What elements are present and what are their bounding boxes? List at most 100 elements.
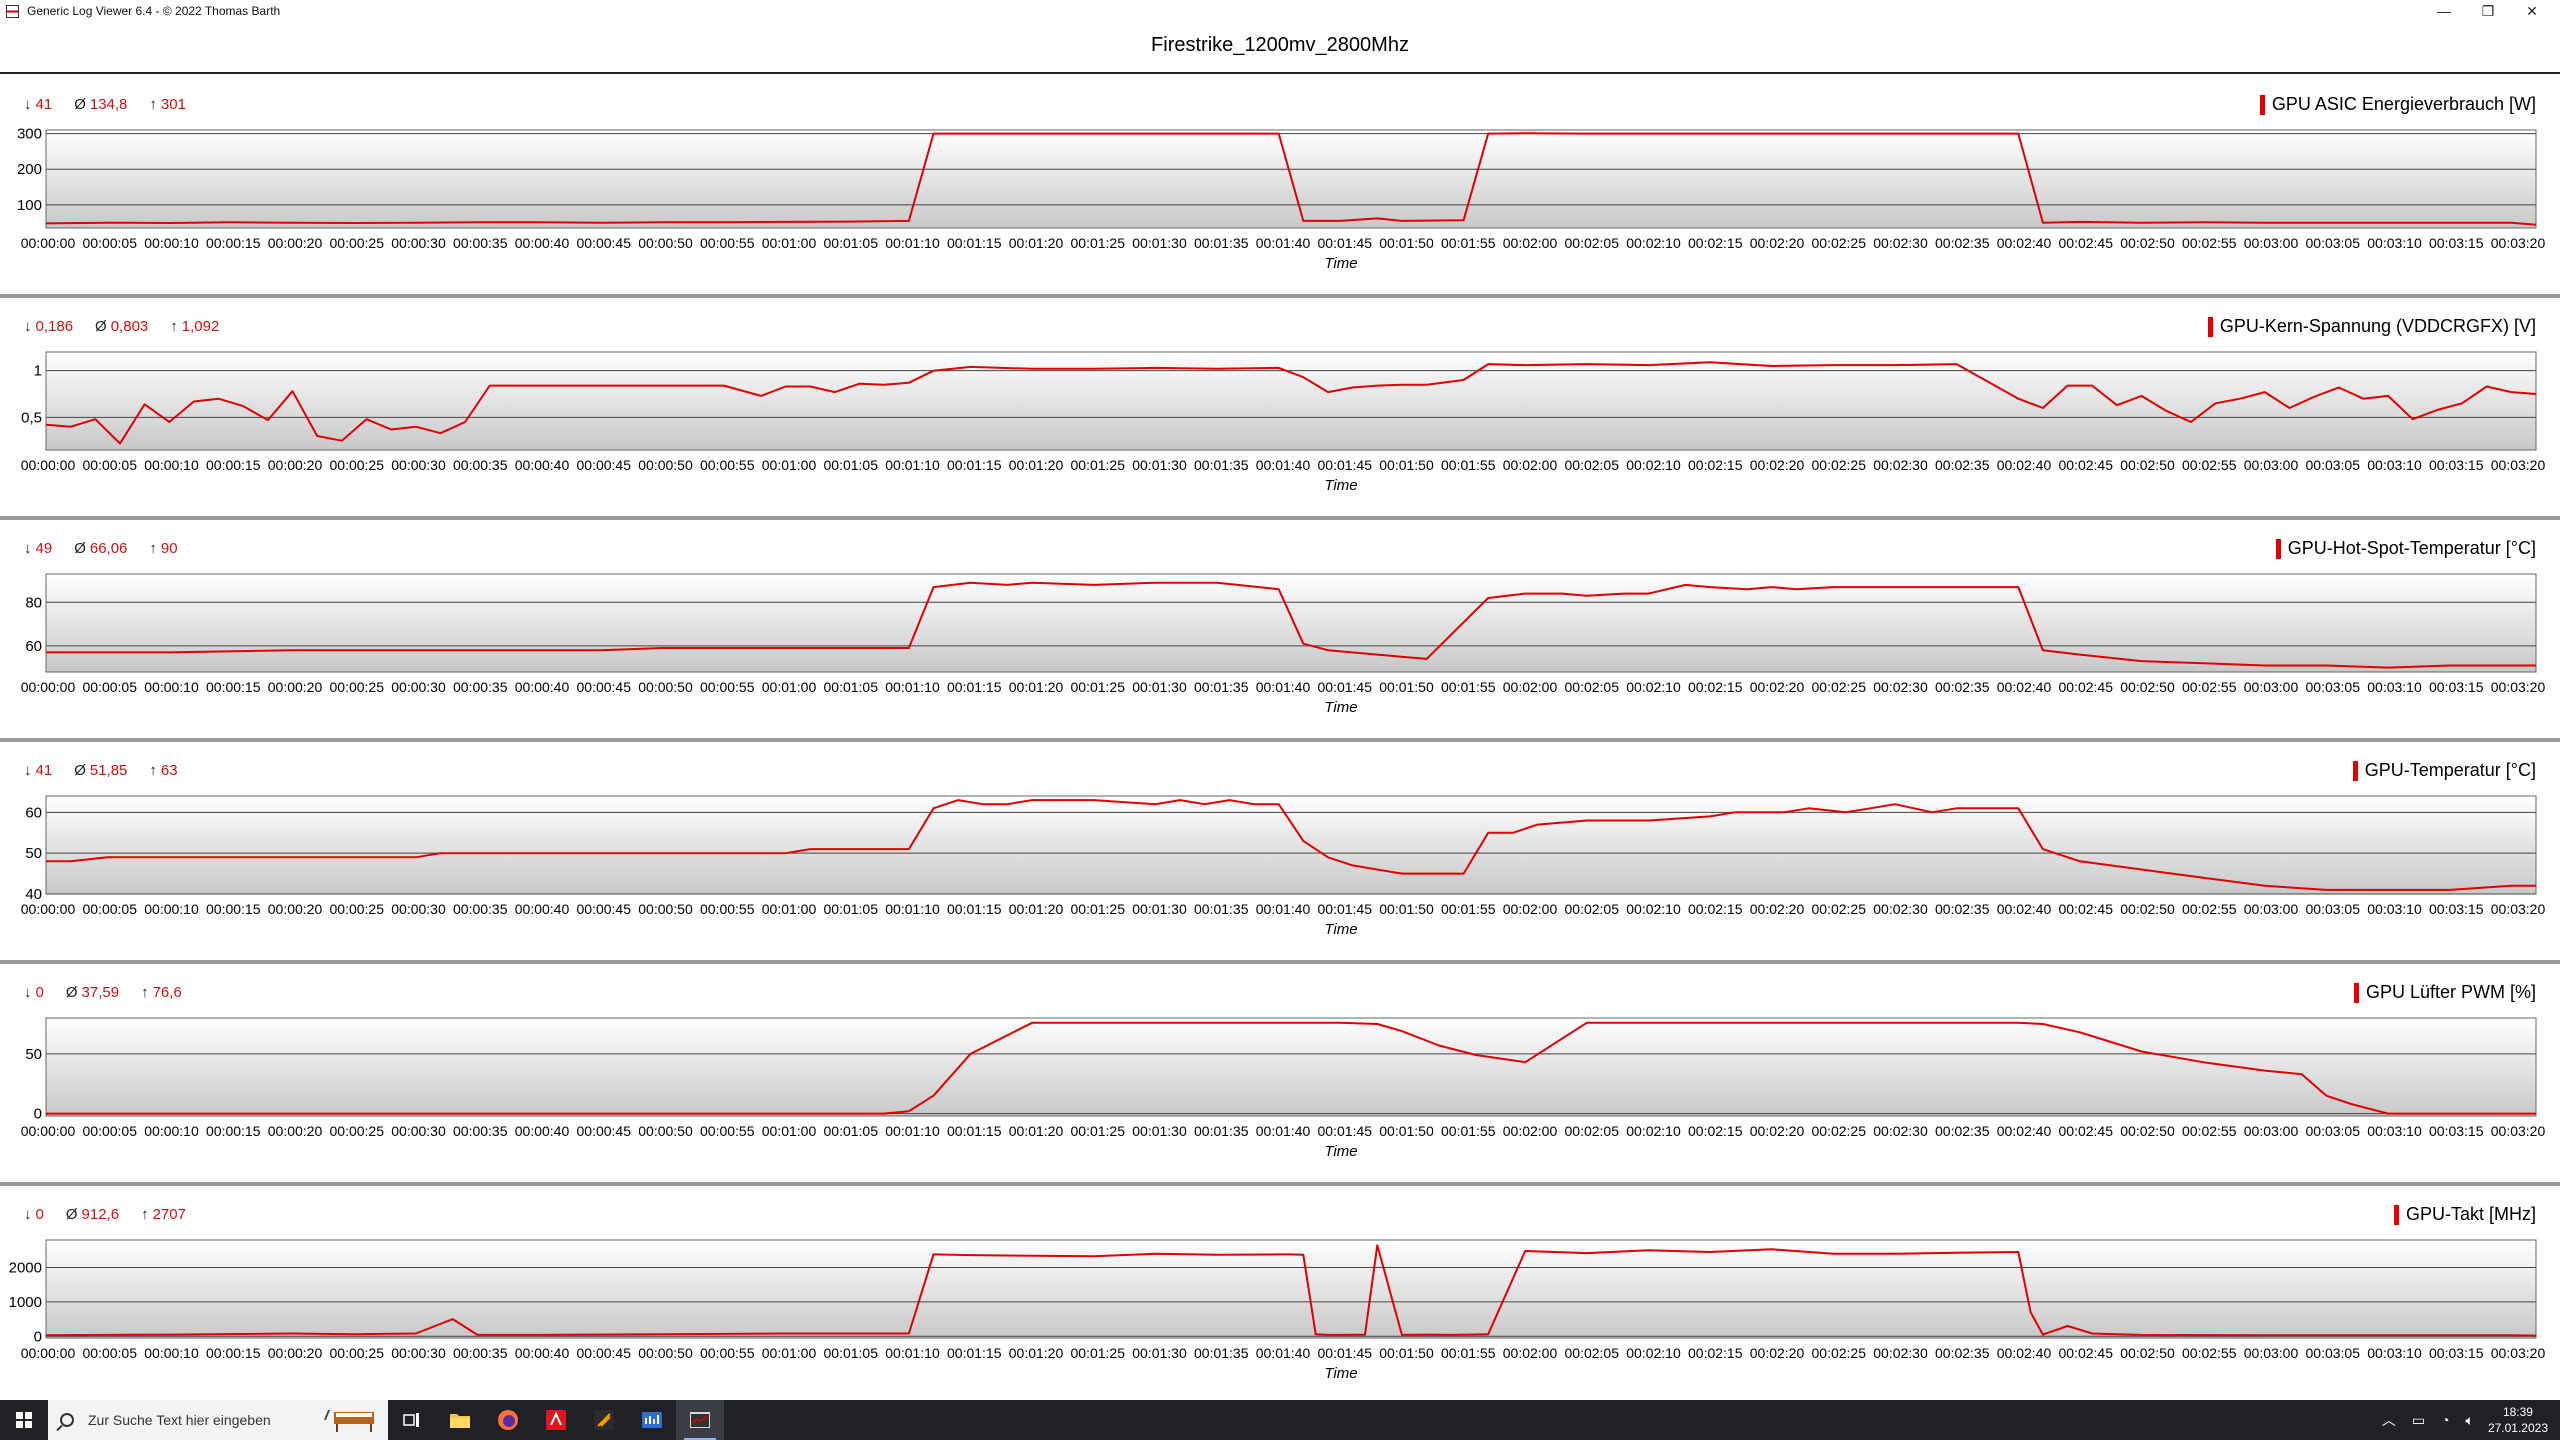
clock[interactable]: 18:39 27.01.2023 xyxy=(2488,1404,2548,1436)
x-tick-label: 00:03:10 xyxy=(2367,235,2422,251)
x-tick-label: 00:00:10 xyxy=(144,901,199,917)
x-tick-label: 00:00:30 xyxy=(391,457,446,473)
chart-title-text: GPU ASIC Energieverbrauch [W] xyxy=(2271,94,2536,114)
x-tick-label: 00:02:50 xyxy=(2120,1123,2175,1139)
app-icon xyxy=(6,4,19,18)
x-tick-label: 00:03:10 xyxy=(2367,901,2422,917)
flame-app-icon xyxy=(594,1410,614,1430)
task-view-button[interactable] xyxy=(388,1400,436,1440)
x-tick-label: 00:00:40 xyxy=(515,1123,570,1139)
y-tick-label: 50 xyxy=(25,1046,42,1063)
x-tick-label: 00:01:50 xyxy=(1379,235,1434,251)
file-explorer-button[interactable] xyxy=(436,1400,484,1440)
x-tick-label: 00:03:20 xyxy=(2491,901,2546,917)
firefox-icon xyxy=(498,1410,518,1430)
x-tick-label: 00:02:35 xyxy=(1935,457,1990,473)
stat-min-symbol: ↓ xyxy=(24,984,32,1001)
x-tick-label: 00:01:40 xyxy=(1256,235,1311,251)
x-tick-label: 00:02:30 xyxy=(1873,1345,1928,1361)
x-tick-label: 00:01:05 xyxy=(824,1123,879,1139)
clock-date: 27.01.2023 xyxy=(2487,1421,2548,1435)
x-tick-label: 00:01:50 xyxy=(1379,1345,1434,1361)
x-tick-label: 00:01:05 xyxy=(824,457,879,473)
series-line xyxy=(46,581,2536,669)
x-tick-label: 00:02:55 xyxy=(2182,679,2237,695)
x-tick-label: 00:01:20 xyxy=(1009,457,1064,473)
firefox-button[interactable] xyxy=(484,1400,532,1440)
series-line xyxy=(45,132,2537,226)
start-button[interactable] xyxy=(0,1400,48,1440)
x-tick-label: 00:01:55 xyxy=(1441,679,1496,695)
x-tick-label: 00:02:35 xyxy=(1935,901,1990,917)
x-tick-label: 00:00:30 xyxy=(391,901,446,917)
x-tick-label: 00:03:15 xyxy=(2429,1345,2484,1361)
chart-stats: ↓ 0 Ø 37,59 ↑ 76,6 xyxy=(24,984,182,1001)
x-tick-label: 00:00:00 xyxy=(21,1345,76,1361)
y-tick-label: 2000 xyxy=(9,1260,42,1277)
x-tick-label: 00:02:25 xyxy=(1812,1123,1867,1139)
stat-max: ↑ 2707 xyxy=(141,1206,186,1223)
x-tick-label: 00:01:30 xyxy=(1132,1123,1187,1139)
x-tick-label: 00:01:00 xyxy=(762,235,817,251)
plot-area xyxy=(45,1239,2537,1339)
chevron-up-icon[interactable]: ︿ xyxy=(2381,1412,2396,1428)
log-viewer-button[interactable] xyxy=(676,1400,724,1440)
stat-max-value: 63 xyxy=(160,762,178,779)
x-tick-label: 00:01:50 xyxy=(1379,901,1434,917)
x-tick-label: 00:02:30 xyxy=(1873,1123,1928,1139)
stat-min-value: 0,186 xyxy=(35,318,74,335)
stat-avg: Ø 912,6 xyxy=(66,1206,119,1223)
x-tick-label: 00:00:20 xyxy=(268,901,323,917)
volume-icon[interactable]: 🔈︎ xyxy=(2465,1411,2474,1428)
x-tick-label: 00:01:20 xyxy=(1009,901,1064,917)
stat-avg-symbol: Ø xyxy=(74,96,86,113)
x-tick-label: 00:01:20 xyxy=(1009,1123,1064,1139)
x-tick-label: 00:00:10 xyxy=(144,457,199,473)
stat-avg-symbol: Ø xyxy=(74,540,86,557)
x-tick-label: 00:01:30 xyxy=(1132,1345,1187,1361)
x-tick-label: 00:00:35 xyxy=(453,901,508,917)
x-tick-label: 00:02:25 xyxy=(1812,457,1867,473)
stat-min-symbol: ↓ xyxy=(24,540,32,557)
x-axis-label: Time xyxy=(1324,1143,1357,1160)
x-tick-label: 00:02:50 xyxy=(2120,901,2175,917)
x-tick-label: 00:00:15 xyxy=(206,235,261,251)
x-tick-label: 00:03:15 xyxy=(2429,679,2484,695)
x-tick-label: 00:02:05 xyxy=(1565,1345,1620,1361)
network-icon[interactable]: ▭ xyxy=(2411,1411,2426,1428)
app-button-6[interactable] xyxy=(628,1400,676,1440)
x-tick-label: 00:00:55 xyxy=(700,679,755,695)
x-tick-label: 00:01:40 xyxy=(1256,1345,1311,1361)
x-tick-label: 00:02:55 xyxy=(2182,457,2237,473)
x-tick-label: 00:02:05 xyxy=(1565,901,1620,917)
x-tick-label: 00:01:35 xyxy=(1194,679,1249,695)
app-button-5[interactable] xyxy=(580,1400,628,1440)
piano-icon xyxy=(324,1410,374,1432)
x-tick-label: 00:01:10 xyxy=(885,1123,940,1139)
monitor-app-icon xyxy=(642,1412,662,1428)
taskbar-search[interactable]: Zur Suche Text hier eingeben xyxy=(48,1400,388,1440)
x-tick-label: 00:00:35 xyxy=(453,235,508,251)
stat-max-value: 1,092 xyxy=(181,318,220,335)
x-tick-label: 00:00:10 xyxy=(144,235,199,251)
x-tick-label: 00:02:10 xyxy=(1626,901,1681,917)
wifi-icon[interactable]: ◔ xyxy=(2441,1412,2450,1428)
x-tick-label: 00:02:10 xyxy=(1626,457,1681,473)
x-tick-label: 00:01:35 xyxy=(1194,1345,1249,1361)
x-tick-label: 00:03:05 xyxy=(2306,679,2361,695)
x-tick-label: 00:02:15 xyxy=(1688,901,1743,917)
x-tick-label: 00:03:00 xyxy=(2244,235,2299,251)
x-tick-label: 00:00:40 xyxy=(515,679,570,695)
amd-software-button[interactable] xyxy=(532,1400,580,1440)
x-tick-label: 00:00:10 xyxy=(144,679,199,695)
stat-min: ↓ 49 xyxy=(24,540,52,557)
x-tick-label: 00:02:05 xyxy=(1565,1123,1620,1139)
close-button[interactable]: ✕ xyxy=(2526,2,2538,19)
x-tick-label: 00:02:35 xyxy=(1935,679,1990,695)
clock-time: 18:39 xyxy=(2502,1405,2533,1419)
minimize-button[interactable]: — xyxy=(2437,3,2451,19)
stat-max-symbol: ↑ xyxy=(141,1206,149,1223)
search-placeholder: Zur Suche Text hier eingeben xyxy=(88,1412,271,1428)
maximize-button[interactable]: ❐ xyxy=(2481,2,2495,19)
x-tick-label: 00:01:40 xyxy=(1256,679,1311,695)
